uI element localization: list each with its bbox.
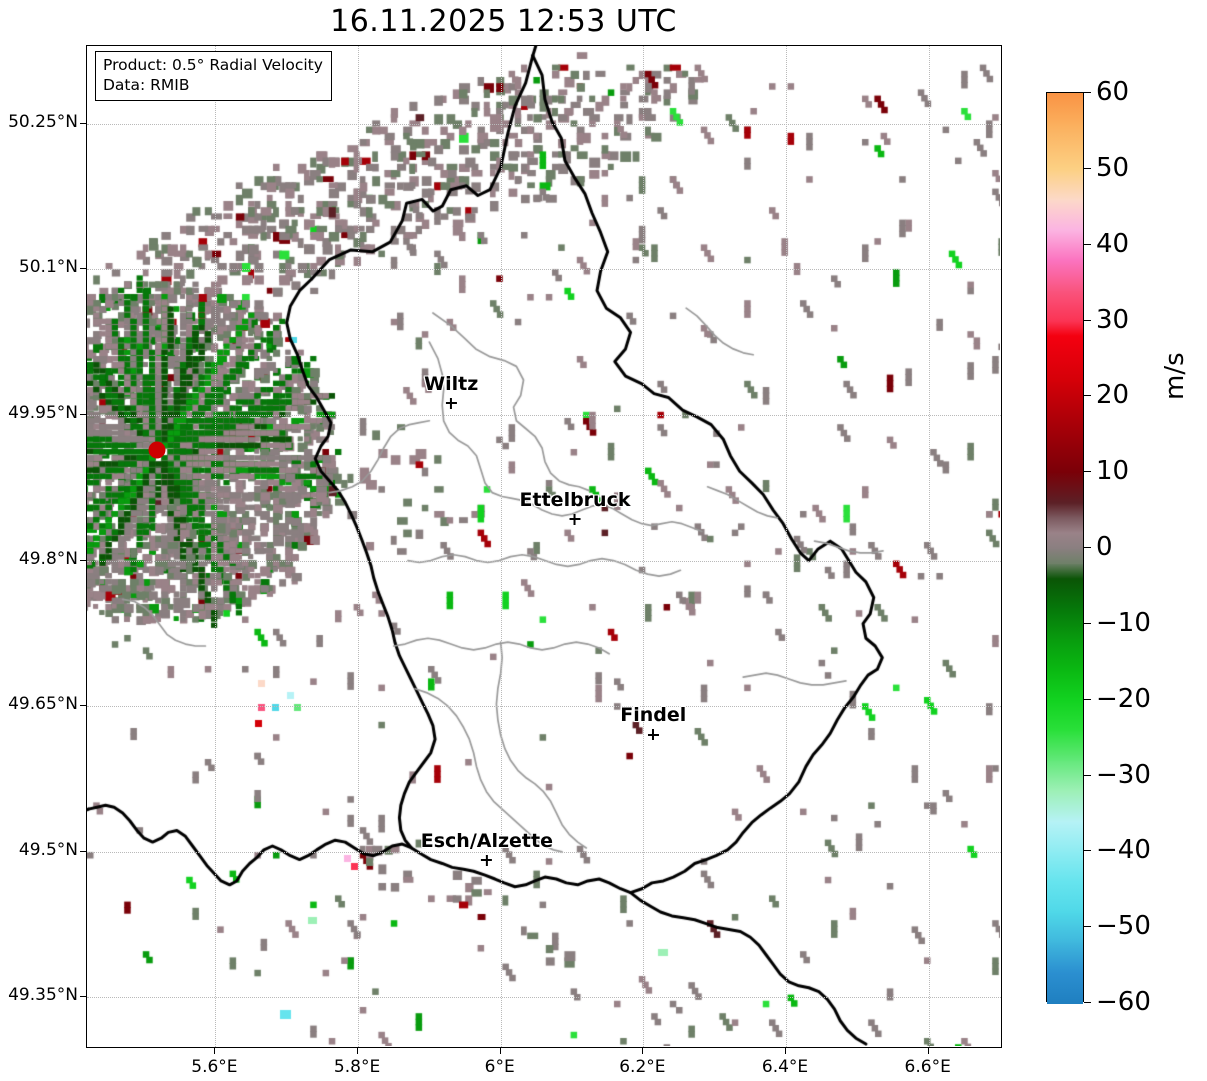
colorbar-segment [1047, 517, 1083, 534]
colorbar-tick-label: −10 [1096, 607, 1151, 638]
y-axis-tick-label: 49.8°N [18, 548, 78, 569]
colorbar-tick-label: −30 [1096, 759, 1151, 790]
colorbar-tick-mark [1084, 319, 1091, 321]
colorbar-tick-label: 10 [1096, 456, 1130, 487]
colorbar-segment [1047, 699, 1083, 731]
info-product-line: Product: 0.5° Radial Velocity [103, 56, 323, 74]
x-axis-tick-mark [642, 1048, 644, 1054]
colorbar-segment [1047, 532, 1083, 549]
x-axis-tick-label: 6.4°E [761, 1057, 809, 1077]
colorbar-segment [1047, 290, 1083, 322]
y-axis-tick-mark [80, 996, 86, 998]
x-axis-tick-mark [785, 1048, 787, 1054]
info-box: Product: 0.5° Radial Velocity Data: RMIB [95, 51, 332, 101]
map-plot-area[interactable]: Wiltz Ettelbruck Findel Esch/Alzette Produc… [86, 45, 1002, 1048]
colorbar-segment [1047, 912, 1083, 943]
colorbar-tick-mark [1084, 471, 1091, 473]
x-axis-tick-label: 5.6°E [191, 1057, 238, 1077]
colorbar-segment [1047, 426, 1083, 473]
colorbar-segment [1047, 320, 1083, 337]
y-axis-tick-mark [80, 122, 86, 124]
x-axis-tick-label: 5.8°E [333, 1057, 381, 1077]
colorbar-gradient [1046, 92, 1084, 1004]
y-axis-tick-label: 49.65°N [8, 694, 78, 715]
colorbar-tick-mark [1084, 926, 1091, 928]
colorbar-segment [1047, 199, 1083, 231]
y-axis-tick-label: 49.5°N [18, 839, 78, 860]
x-axis-tick-mark [499, 1048, 501, 1054]
colorbar-tick-mark [1084, 698, 1091, 700]
y-axis-tick-mark [80, 413, 86, 415]
colorbar-segment [1047, 881, 1083, 913]
colorbar[interactable]: 60 50 40 30 20 10 0 −10 −20 −30 −40 −50 −60 [1046, 77, 1151, 1017]
x-axis-tick-mark [214, 1048, 216, 1054]
colorbar-tick-label: 40 [1096, 228, 1130, 259]
colorbar-segment [1047, 472, 1083, 504]
colorbar-unit-label: m/s [1160, 352, 1190, 400]
colorbar-segment [1047, 548, 1083, 564]
colorbar-segment [1047, 821, 1083, 852]
colorbar-segment [1047, 229, 1083, 261]
colorbar-segment [1047, 381, 1083, 428]
colorbar-segment [1047, 730, 1083, 761]
colorbar-segment [1047, 168, 1083, 200]
colorbar-tick-mark [1084, 243, 1091, 245]
colorbar-tick-label: −60 [1096, 987, 1151, 1017]
colorbar-segment [1047, 335, 1083, 382]
x-axis-tick-label: 6.2°E [619, 1057, 666, 1077]
colorbar-segment [1047, 608, 1083, 640]
x-axis-tick-label: 6.6°E [904, 1057, 951, 1077]
colorbar-tick-mark [1084, 1002, 1091, 1003]
colorbar-tick-mark [1084, 850, 1091, 852]
colorbar-tick-label: −40 [1096, 835, 1151, 866]
figure-title: 16.11.2025 12:53 UTC [330, 4, 677, 39]
radar-station-marker [148, 441, 166, 459]
colorbar-tick-label: 20 [1096, 380, 1130, 411]
colorbar-tick-mark [1084, 547, 1091, 548]
colorbar-segment [1047, 942, 1083, 974]
x-axis-tick-mark [927, 1048, 929, 1054]
colorbar-tick-mark [1084, 622, 1091, 624]
y-axis-tick-mark [80, 559, 86, 561]
colorbar-segment [1047, 563, 1083, 579]
colorbar-segment [1047, 760, 1083, 792]
colorbar-tick-mark [1084, 395, 1091, 397]
colorbar-segment [1047, 669, 1083, 701]
colorbar-segment [1047, 93, 1083, 124]
radar-echo-canvas [87, 46, 1000, 1046]
colorbar-segment [1047, 639, 1083, 670]
y-axis-tick-label: 49.35°N [8, 985, 78, 1006]
colorbar-tick-label: −50 [1096, 911, 1151, 942]
info-data-line: Data: RMIB [103, 75, 190, 94]
y-axis-tick-label: 50.1°N [18, 257, 78, 278]
colorbar-tick-label: 30 [1096, 304, 1130, 335]
colorbar-segment [1047, 123, 1083, 170]
colorbar-segment [1047, 578, 1083, 610]
colorbar-segment [1047, 972, 1083, 1004]
colorbar-segment [1047, 851, 1083, 883]
y-axis-tick-label: 50.25°N [8, 111, 78, 132]
y-axis-tick-mark [80, 850, 86, 852]
x-axis-tick-label: 6°E [484, 1057, 515, 1077]
y-axis-tick-mark [80, 268, 86, 270]
colorbar-segment [1047, 790, 1083, 822]
colorbar-tick-label: 0 [1096, 532, 1113, 562]
colorbar-tick-mark [1084, 92, 1091, 93]
x-axis-tick-mark [357, 1048, 359, 1054]
colorbar-tick-mark [1084, 167, 1091, 169]
colorbar-segment [1047, 259, 1083, 291]
colorbar-tick-label: −20 [1096, 683, 1151, 714]
colorbar-tick-label: 50 [1096, 152, 1130, 183]
y-axis-tick-mark [80, 705, 86, 707]
y-axis-tick-label: 49.95°N [8, 402, 78, 423]
colorbar-tick-label: 60 [1096, 77, 1130, 107]
colorbar-segment [1047, 502, 1083, 519]
colorbar-tick-mark [1084, 774, 1091, 776]
